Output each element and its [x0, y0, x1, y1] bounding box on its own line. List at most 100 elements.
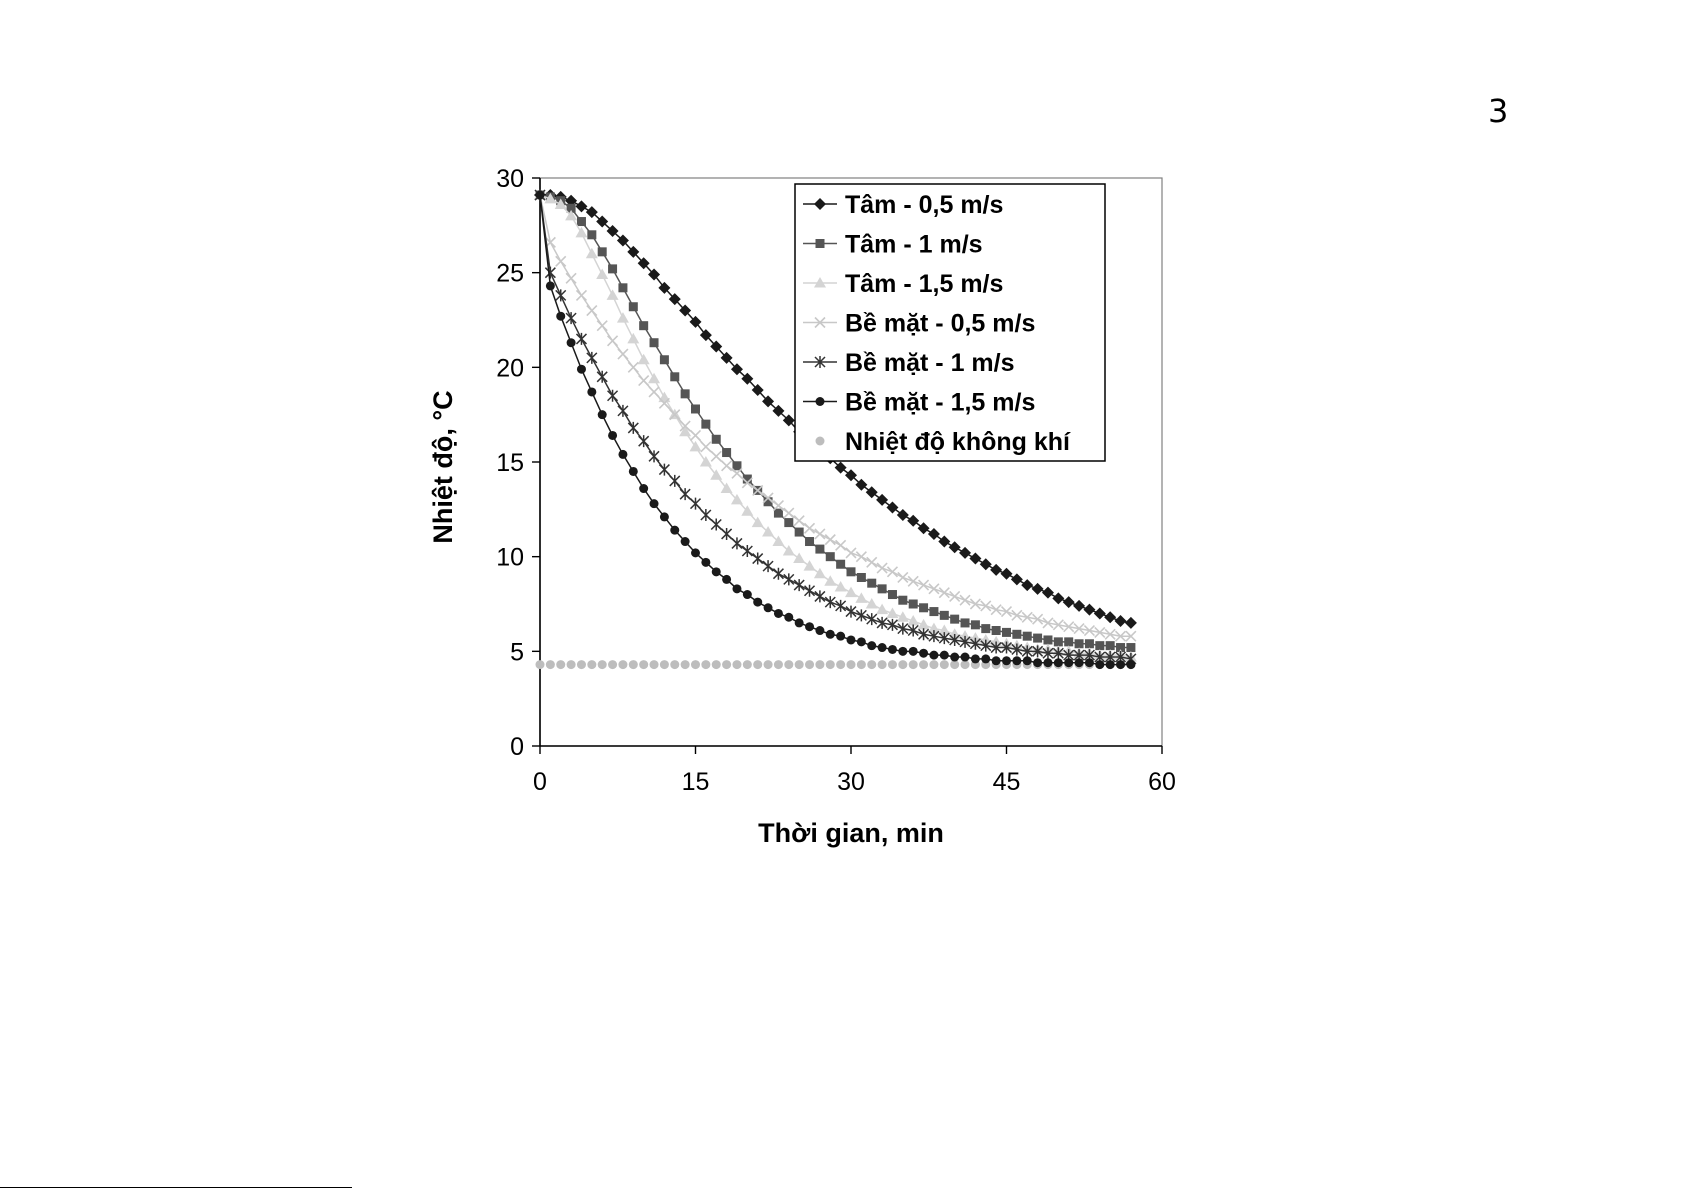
data-point	[639, 660, 649, 670]
data-point	[1064, 658, 1074, 668]
data-point	[576, 217, 586, 227]
data-point	[680, 537, 690, 547]
data-point	[918, 579, 930, 591]
data-point	[741, 505, 754, 516]
data-point	[949, 633, 961, 646]
series-line	[540, 194, 1132, 624]
data-point	[794, 660, 804, 670]
data-point	[701, 419, 711, 429]
data-point	[732, 461, 742, 471]
data-point	[1000, 606, 1013, 618]
data-point	[846, 660, 856, 670]
data-point	[575, 332, 587, 345]
data-point	[784, 612, 794, 622]
data-point	[939, 650, 949, 660]
data-point	[751, 516, 764, 528]
data-point	[876, 616, 888, 629]
data-point	[898, 646, 908, 656]
data-point	[845, 586, 857, 598]
data-point	[866, 556, 878, 568]
data-point	[659, 355, 669, 365]
data-point	[980, 600, 992, 612]
data-point	[917, 618, 930, 630]
data-point	[783, 573, 795, 586]
series-2	[535, 190, 1136, 653]
data-point	[784, 660, 794, 670]
data-point	[711, 660, 721, 670]
data-point	[545, 660, 555, 670]
data-point	[939, 610, 949, 620]
data-point	[689, 440, 702, 452]
data-point	[877, 643, 887, 653]
data-point	[867, 641, 877, 651]
legend-marker	[814, 277, 826, 288]
data-point	[627, 332, 640, 344]
y-tick-label: 30	[496, 165, 524, 193]
data-point	[1125, 630, 1137, 642]
data-point	[1074, 658, 1084, 668]
data-point	[587, 660, 597, 670]
data-point	[917, 522, 930, 535]
page-number: 3	[1488, 92, 1509, 130]
data-point	[793, 552, 806, 564]
data-point	[793, 579, 805, 592]
data-point	[1095, 641, 1105, 651]
data-point	[556, 660, 566, 670]
data-point	[877, 660, 887, 670]
data-point	[544, 266, 556, 279]
legend-label: Bề mặt - 1,5 m/s	[845, 389, 1035, 417]
data-point	[990, 641, 1002, 654]
data-point	[990, 563, 1003, 576]
data-point	[1114, 630, 1127, 642]
data-point	[1012, 656, 1022, 666]
data-point	[659, 660, 669, 670]
data-point	[554, 198, 567, 210]
data-point	[587, 230, 597, 240]
data-point	[772, 535, 785, 547]
x-tick-label: 60	[1148, 768, 1176, 796]
data-point	[876, 493, 889, 506]
data-point	[1093, 607, 1106, 620]
data-point	[597, 247, 607, 257]
footnote-separator	[0, 1187, 352, 1188]
data-point	[1000, 641, 1013, 654]
series-5	[534, 189, 1137, 665]
data-point	[991, 656, 1001, 666]
data-point	[741, 544, 753, 557]
data-point	[846, 567, 856, 577]
data-point	[649, 660, 659, 670]
legend-marker	[815, 397, 825, 406]
data-point	[689, 497, 702, 510]
data-point	[1073, 623, 1085, 635]
legend-item: Tâm - 1 m/s	[803, 231, 983, 259]
data-point	[638, 435, 650, 448]
data-point	[628, 302, 638, 312]
data-point	[658, 281, 671, 294]
data-point	[545, 281, 555, 291]
data-point	[1012, 629, 1022, 639]
data-point	[606, 289, 619, 300]
data-point	[1031, 582, 1044, 595]
data-point	[691, 404, 700, 414]
data-point	[1011, 609, 1023, 621]
data-point	[1053, 637, 1063, 647]
series-7	[535, 660, 1136, 670]
data-point	[960, 618, 970, 628]
data-point	[638, 375, 650, 387]
data-point	[948, 541, 961, 554]
data-point	[1083, 603, 1096, 616]
data-point	[616, 312, 629, 323]
data-point	[960, 660, 970, 670]
data-point	[865, 486, 878, 499]
legend-marker	[815, 239, 825, 248]
data-point	[845, 605, 857, 618]
data-point	[866, 613, 878, 626]
data-point	[1002, 656, 1011, 666]
data-point	[1124, 616, 1137, 629]
legend-label: Nhiệt độ không khí	[845, 428, 1071, 456]
data-point	[628, 660, 638, 670]
data-point	[555, 289, 567, 302]
data-point	[608, 430, 618, 440]
data-point	[732, 584, 742, 594]
data-point	[575, 200, 588, 213]
